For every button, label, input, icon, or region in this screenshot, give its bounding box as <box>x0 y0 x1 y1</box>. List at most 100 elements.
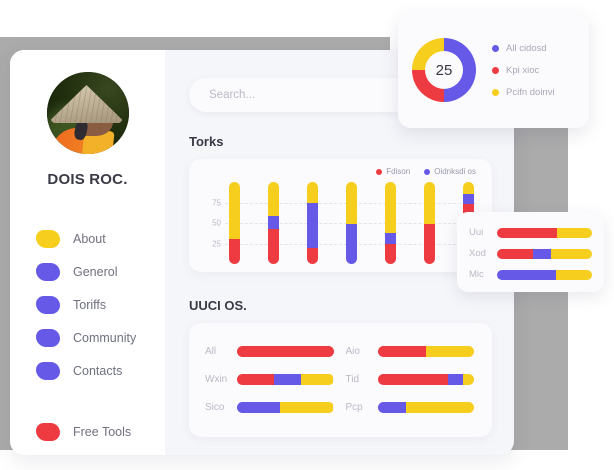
legend-dot-icon <box>492 66 499 74</box>
list-item-sico[interactable]: Sico <box>205 393 334 421</box>
sidebar-item-generol[interactable]: Generol <box>36 255 165 288</box>
row-label: Xod <box>469 248 486 259</box>
legend-dot-icon <box>424 168 431 175</box>
mini-stat-card: Uui Xod Mic <box>457 212 604 292</box>
progress-bar <box>497 227 592 238</box>
progress-segment <box>425 345 474 357</box>
progress-segment <box>280 401 334 413</box>
legend-label: Oidnksdi os <box>434 167 476 176</box>
blob-icon <box>36 328 60 347</box>
row-label: Mic <box>469 269 484 280</box>
legend-label: All cidosd <box>506 42 547 54</box>
legend-item-all-cidosd: All cidosd <box>492 37 555 59</box>
bar-segment <box>346 223 357 264</box>
sidebar-item-community[interactable]: Community <box>36 321 165 354</box>
bar-segment <box>463 194 474 205</box>
sidebar-item-about[interactable]: About <box>36 222 165 255</box>
list-item-all[interactable]: All <box>205 337 334 365</box>
sidebar-nav: About Generol Toriffs Community Contacts… <box>10 222 165 448</box>
legend-label: Pcifn doinvi <box>506 86 555 98</box>
blob-icon <box>36 361 60 380</box>
avatar-container <box>10 72 165 154</box>
progress-segment <box>377 401 407 413</box>
sidebar-item-label: Toriffs <box>73 297 107 312</box>
progress-segment <box>447 373 464 385</box>
list-item-wxin[interactable]: Wxin <box>205 365 334 393</box>
white-plate-bottom <box>0 450 614 470</box>
list-item-mic[interactable]: Mic <box>469 264 592 285</box>
y-axis-tick-50: 50 <box>212 218 221 228</box>
bar-segment <box>424 182 435 224</box>
bar-column <box>424 182 435 264</box>
sidebar-item-label: About <box>73 231 106 246</box>
bar-segment <box>268 216 279 229</box>
progress-segment <box>551 248 592 259</box>
progress-segment <box>556 227 592 238</box>
list-item-uui[interactable]: Uui <box>469 222 592 243</box>
avatar <box>46 72 129 154</box>
legend-dot-icon <box>376 168 383 175</box>
progress-segment <box>377 345 426 357</box>
sidebar-item-label: Community <box>73 330 137 345</box>
progress-segment <box>497 248 534 259</box>
bar-segment <box>385 232 396 244</box>
progress-segment <box>273 373 301 385</box>
bar-series-container <box>229 182 474 264</box>
bar-segment <box>424 223 435 264</box>
bar-segment <box>268 228 279 264</box>
bar-segment <box>346 182 357 224</box>
sidebar-item-free-tools[interactable]: Free Tools <box>36 415 165 448</box>
torks-bar-chart: Fdison Oidnksdi os 75 50 25 <box>189 159 492 272</box>
sidebar-item-toriffs[interactable]: Toriffs <box>36 288 165 321</box>
list-item-tid[interactable]: Tid <box>345 365 474 393</box>
legend-item-fdison: Fdison <box>376 167 410 176</box>
progress-segment <box>377 373 448 385</box>
progress-bar <box>377 373 474 385</box>
bar-column <box>307 182 318 264</box>
search-placeholder: Search... <box>209 89 256 101</box>
progress-bar <box>237 373 334 385</box>
row-label: Tid <box>345 373 360 385</box>
bar-segment <box>307 247 318 264</box>
donut-stat-card: 25 All cidosd Kpi xioc Pcifn doinvi <box>398 12 589 128</box>
legend-label: Kpi xioc <box>506 64 540 76</box>
bar-segment <box>463 182 474 195</box>
progress-bar <box>497 269 592 280</box>
blob-icon <box>36 422 60 441</box>
row-label: Sico <box>205 401 225 413</box>
legend-item-pcifn-doinvi: Pcifn doinvi <box>492 81 555 103</box>
bar-column <box>346 182 357 264</box>
row-label: Aio <box>345 345 360 357</box>
progress-segment <box>533 248 552 259</box>
row-label: Wxin <box>205 373 228 385</box>
list-item-pcp[interactable]: Pcp <box>345 393 474 421</box>
sidebar: DOIS ROC. About Generol Toriffs Communit… <box>10 50 165 455</box>
progress-bar <box>497 248 592 259</box>
bar-segment <box>268 182 279 217</box>
list-item-aio[interactable]: Aio <box>345 337 474 365</box>
legend-label: Fdison <box>386 167 411 176</box>
white-plate-top-left <box>0 0 390 37</box>
list-item-xod[interactable]: Xod <box>469 243 592 264</box>
blob-icon <box>36 229 60 248</box>
progress-bar <box>377 345 474 357</box>
rows-column-left: All Wxin Sico <box>205 337 334 421</box>
progress-segment <box>497 269 556 280</box>
progress-segment <box>463 373 474 385</box>
sidebar-item-contacts[interactable]: Contacts <box>36 354 165 387</box>
bar-segment <box>229 239 240 264</box>
donut-legend: All cidosd Kpi xioc Pcifn doinvi <box>492 37 555 103</box>
bar-segment <box>385 243 396 264</box>
bar-column <box>229 182 240 264</box>
progress-segment <box>237 373 274 385</box>
row-label: Uui <box>469 227 484 238</box>
row-label: Pcp <box>345 401 363 413</box>
page-title-torks: Torks <box>189 134 224 149</box>
legend-item-oidnksdi-os: Oidnksdi os <box>424 167 476 176</box>
sidebar-item-label: Contacts <box>73 363 123 378</box>
chart-plot-area: 75 50 25 <box>199 182 480 264</box>
legend-dot-icon <box>492 88 499 96</box>
legend-dot-icon <box>492 44 499 52</box>
row-label: All <box>205 345 217 357</box>
app-window: DOIS ROC. About Generol Toriffs Communit… <box>10 50 514 455</box>
